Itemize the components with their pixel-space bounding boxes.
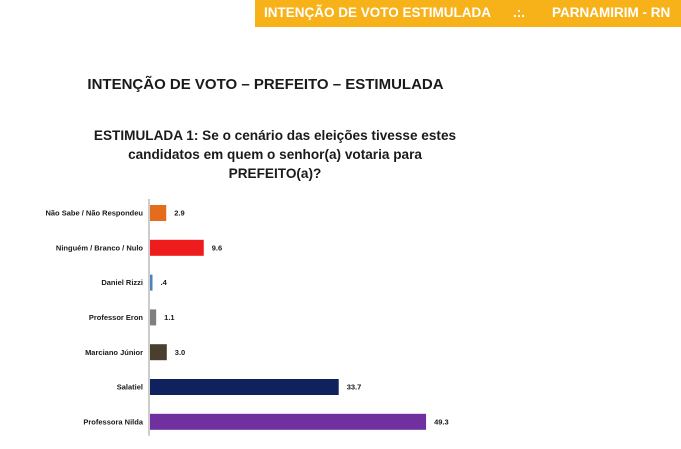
bar (150, 239, 204, 256)
header-left-text: INTENÇÃO DE VOTO ESTIMULADA (264, 5, 492, 20)
category-label: Não Sabe / Não Respondeu (45, 209, 143, 218)
bar (150, 205, 167, 221)
chart-marks: Não Sabe / Não Respondeu 2.9 Ninguém / Bra… (45, 199, 449, 436)
value-label: 2.9 (174, 209, 184, 218)
header-band: INTENÇÃO DE VOTO ESTIMULADA .:. PARNAMIR… (255, 0, 681, 27)
bar (150, 413, 427, 430)
category-label: Ninguém / Branco / Nulo (56, 243, 144, 252)
bar (150, 344, 167, 361)
question-line-1: ESTIMULADA 1: Se o cenário das eleições … (93, 128, 457, 143)
bar (150, 379, 339, 395)
question-line-3: PREFEITO(a)? (228, 166, 322, 181)
question-text: ESTIMULADA 1: Se o cenário das eleições … (60, 126, 490, 183)
bar (150, 309, 157, 326)
category-label: Marciano Júnior (85, 348, 143, 357)
category-label: Daniel Rizzi (101, 278, 143, 287)
value-label: 1.1 (164, 313, 174, 322)
category-label: Professora Nilda (83, 417, 143, 426)
header-separator: .:. (513, 5, 525, 20)
category-label: Professor Eron (89, 313, 144, 322)
value-label: 33.7 (347, 383, 362, 392)
value-label: 9.6 (212, 243, 222, 252)
page-title: INTENÇÃO DE VOTO – PREFEITO – ESTIMULADA (87, 76, 444, 93)
header-right-text: PARNAMIRIM - RN (552, 5, 671, 20)
category-label: Salatiel (117, 383, 143, 392)
bar (150, 274, 153, 291)
value-label: 49.3 (434, 417, 449, 426)
value-label: 3.0 (175, 348, 185, 357)
question-line-2: candidatos em quem o senhor(a) votaria p… (128, 147, 422, 162)
value-label: .4 (161, 278, 168, 287)
